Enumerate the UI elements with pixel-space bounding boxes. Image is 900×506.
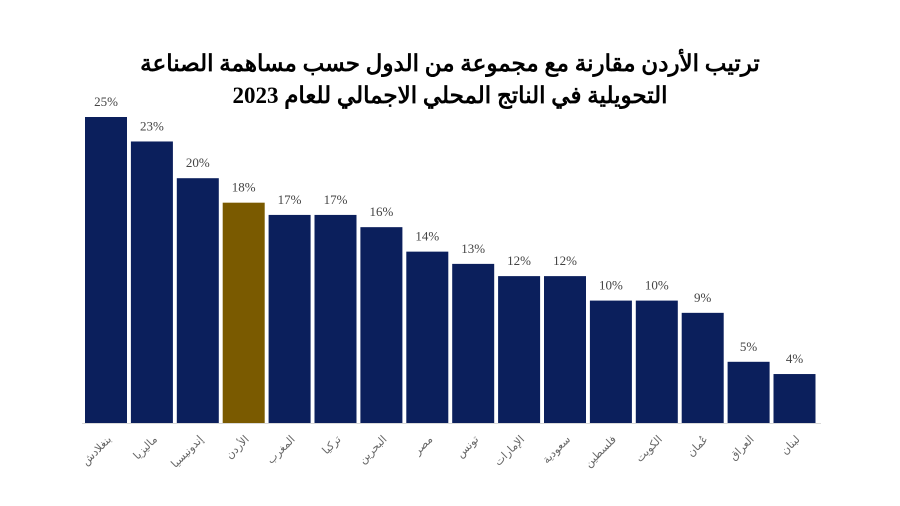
category-label: المغرب <box>265 434 298 467</box>
category-label: البحرين <box>357 434 390 467</box>
bar <box>222 202 265 423</box>
bar <box>85 117 127 423</box>
bar <box>360 227 403 423</box>
category-label: بنغلادش <box>80 434 114 468</box>
data-label: 4% <box>786 351 804 366</box>
bar <box>406 251 449 423</box>
category-label: سعودية <box>541 434 574 467</box>
data-label: 12% <box>553 253 577 268</box>
data-label: 25% <box>94 94 118 109</box>
data-label: 14% <box>415 229 439 244</box>
bar <box>452 263 495 423</box>
data-label: 17% <box>278 192 302 207</box>
data-label: 10% <box>599 278 623 293</box>
chart-title-line2: التحويلية في الناتج المحلي الاجمالي للعا… <box>232 83 668 108</box>
data-label: 20% <box>186 155 210 170</box>
bar <box>727 361 770 423</box>
bar <box>314 214 357 423</box>
data-label: 12% <box>507 253 531 268</box>
bar <box>176 178 219 423</box>
bar <box>498 276 541 423</box>
category-label: تونس <box>455 434 482 461</box>
category-label: الإمارات <box>492 434 527 469</box>
bar <box>130 141 173 424</box>
category-label: لبنان <box>779 434 803 458</box>
data-label: 18% <box>232 180 256 195</box>
data-label: 5% <box>740 339 758 354</box>
category-label: العراق <box>727 434 756 463</box>
category-label: الأردن <box>222 432 251 461</box>
category-label: تركيا <box>320 434 343 457</box>
category-label: ماليزيا <box>131 434 160 463</box>
category-label: عُمان <box>685 433 711 459</box>
bar <box>268 214 311 423</box>
data-label: 13% <box>461 241 485 256</box>
data-label: 23% <box>140 118 164 133</box>
category-label: الكويت <box>634 434 665 465</box>
data-label: 10% <box>645 278 669 293</box>
bar <box>773 374 816 423</box>
bar <box>589 300 632 423</box>
category-label: إندونيسيا <box>169 434 206 471</box>
category-label: مصر <box>411 434 435 458</box>
category-label: فلسطين <box>583 434 619 470</box>
bar <box>681 312 724 423</box>
data-label: 17% <box>324 192 348 207</box>
chart-title: ترتيب الأردن مقارنة مع مجموعة من الدول ح… <box>0 48 900 112</box>
bar <box>635 300 678 423</box>
chart-title-line1: ترتيب الأردن مقارنة مع مجموعة من الدول ح… <box>140 51 760 76</box>
data-label: 16% <box>369 204 393 219</box>
bar <box>544 276 586 423</box>
data-label: 9% <box>694 290 712 305</box>
